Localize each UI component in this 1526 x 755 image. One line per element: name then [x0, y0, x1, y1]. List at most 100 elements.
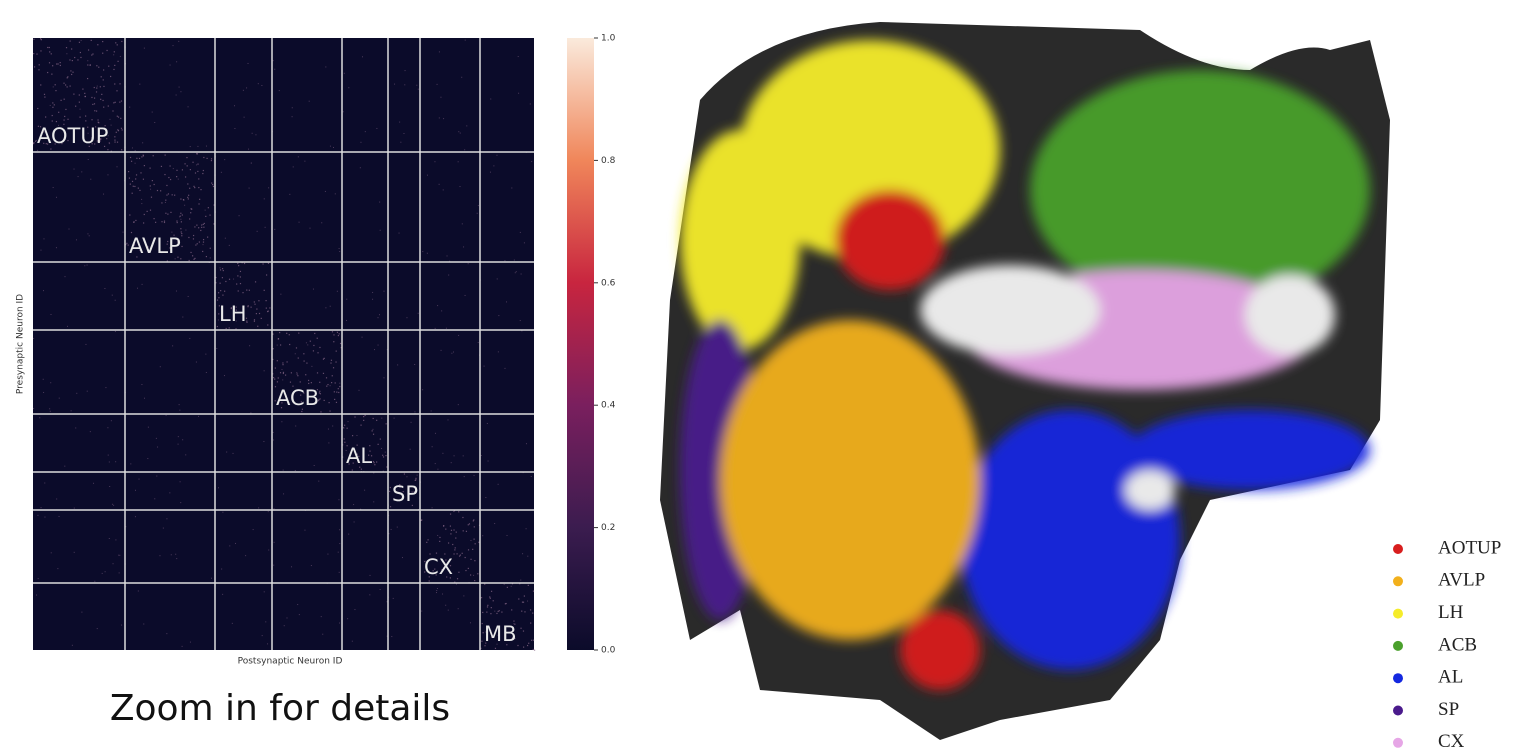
colorbar-tick-label: 0.4: [601, 401, 616, 411]
speckle: [178, 444, 179, 445]
speckle: [237, 275, 238, 276]
speckle: [248, 305, 249, 306]
speckle: [460, 133, 461, 134]
speckle: [179, 410, 180, 411]
speckle: [77, 59, 78, 60]
speckle: [67, 86, 68, 87]
speckle: [347, 428, 348, 429]
speckle: [139, 190, 140, 191]
speckle: [53, 187, 54, 188]
speckle: [159, 555, 160, 556]
speckle: [533, 591, 534, 592]
speckle: [245, 555, 246, 556]
speckle: [348, 87, 349, 88]
speckle: [310, 228, 311, 229]
speckle: [94, 87, 95, 88]
speckle: [344, 442, 345, 443]
speckle: [257, 231, 258, 232]
speckle: [352, 469, 353, 470]
speckle: [135, 163, 136, 164]
speckle: [142, 142, 143, 143]
speckle: [195, 244, 196, 245]
legend-label: LH: [1438, 602, 1464, 623]
speckle: [33, 142, 34, 143]
speckle: [135, 516, 136, 517]
speckle: [434, 161, 435, 162]
speckle: [335, 193, 336, 194]
speckle: [47, 47, 48, 48]
speckle: [92, 104, 93, 105]
speckle: [211, 182, 212, 183]
speckle: [309, 101, 310, 102]
speckle: [188, 237, 189, 238]
speckle: [468, 568, 469, 569]
speckle: [456, 584, 457, 585]
speckle: [323, 373, 324, 374]
speckle: [51, 74, 52, 75]
speckle: [339, 572, 340, 573]
speckle: [150, 189, 151, 190]
speckle: [199, 241, 200, 242]
speckle: [137, 288, 138, 289]
speckle: [45, 116, 46, 117]
speckle: [521, 273, 522, 274]
speckle: [354, 521, 355, 522]
speckle: [73, 94, 74, 95]
speckle: [182, 646, 183, 647]
speckle: [373, 418, 374, 419]
speckle: [268, 263, 269, 264]
speckle: [289, 334, 290, 335]
speckle: [293, 166, 294, 167]
speckle: [385, 455, 386, 456]
speckle: [391, 529, 392, 530]
speckle: [331, 360, 332, 361]
speckle: [203, 227, 204, 228]
speckle: [156, 438, 157, 439]
speckle: [533, 640, 534, 641]
speckle: [466, 531, 467, 532]
speckle: [206, 372, 207, 373]
speckle: [121, 149, 122, 150]
speckle: [220, 267, 221, 268]
speckle: [473, 520, 474, 521]
speckle: [60, 65, 61, 66]
legend-label: ACB: [1438, 634, 1477, 655]
speckle: [188, 106, 189, 107]
speckle: [286, 361, 287, 362]
speckle: [261, 85, 262, 86]
speckle: [490, 598, 491, 599]
speckle: [303, 353, 304, 354]
speckle: [274, 69, 275, 70]
speckle: [517, 645, 518, 646]
speckle: [220, 269, 221, 270]
speckle: [142, 284, 143, 285]
speckle: [180, 213, 181, 214]
speckle: [85, 115, 86, 116]
speckle: [314, 465, 315, 466]
speckle: [373, 461, 374, 462]
speckle: [463, 530, 464, 531]
speckle: [189, 218, 190, 219]
speckle: [171, 554, 172, 555]
speckle: [418, 89, 419, 90]
speckle: [139, 158, 140, 159]
speckle: [50, 148, 51, 149]
speckle: [138, 590, 139, 591]
speckle: [222, 268, 223, 269]
speckle: [33, 53, 34, 54]
speckle: [44, 96, 45, 97]
speckle: [295, 353, 296, 354]
speckle: [134, 186, 135, 187]
speckle: [177, 222, 178, 223]
speckle: [348, 421, 349, 422]
speckle: [203, 239, 204, 240]
speckle: [103, 69, 104, 70]
speckle: [265, 300, 266, 301]
speckle: [113, 54, 114, 55]
speckle: [208, 207, 209, 208]
speckle: [296, 372, 297, 373]
speckle: [249, 188, 250, 189]
legend-label: AVLP: [1438, 570, 1485, 591]
speckle: [151, 197, 152, 198]
speckle: [75, 427, 76, 428]
